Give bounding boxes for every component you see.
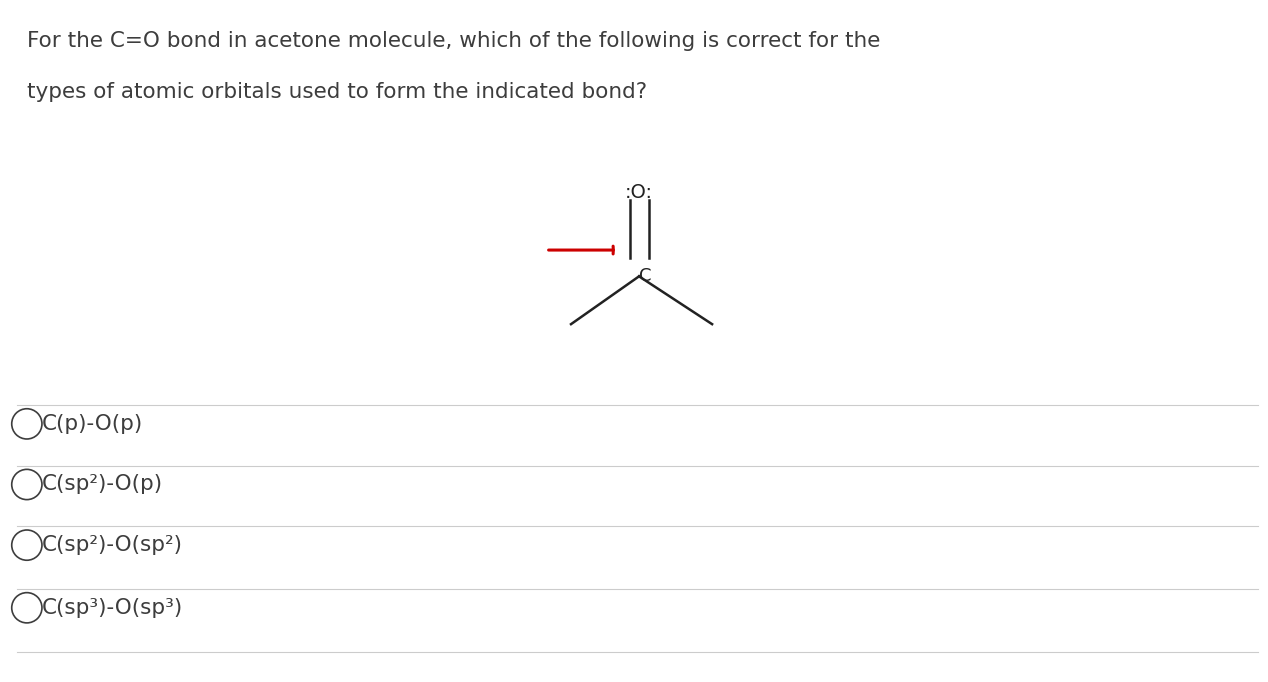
Text: C(sp³)-O(sp³): C(sp³)-O(sp³) [42, 597, 183, 618]
Text: :O:: :O: [625, 183, 653, 203]
Text: types of atomic orbitals used to form the indicated bond?: types of atomic orbitals used to form th… [27, 82, 647, 102]
Text: C(sp²)-O(p): C(sp²)-O(p) [42, 475, 164, 494]
Text: For the C=O bond in acetone molecule, which of the following is correct for the: For the C=O bond in acetone molecule, wh… [27, 31, 880, 51]
Text: C(p)-O(p): C(p)-O(p) [42, 414, 143, 434]
Text: C(sp²)-O(sp²): C(sp²)-O(sp²) [42, 535, 183, 555]
Text: C: C [639, 267, 652, 285]
